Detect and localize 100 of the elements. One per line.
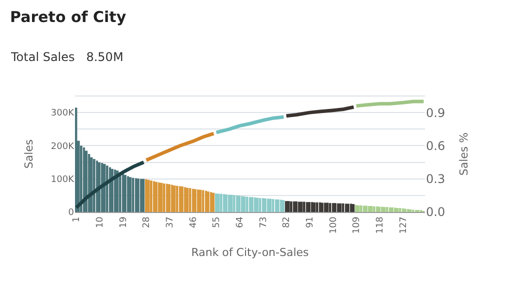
bar <box>259 198 262 212</box>
bar <box>363 206 365 212</box>
bar <box>181 186 184 212</box>
bar <box>280 200 282 212</box>
y-tick-label: 300K <box>50 108 76 119</box>
bar <box>300 202 303 212</box>
bar <box>243 196 246 212</box>
bar <box>192 188 194 212</box>
bar <box>217 194 220 212</box>
bar <box>111 168 114 212</box>
line-series <box>144 132 216 162</box>
bar <box>386 207 388 212</box>
bar <box>262 198 264 212</box>
x-tick-label: 1 <box>72 216 82 222</box>
bar <box>360 205 362 212</box>
bar <box>383 207 386 212</box>
bar <box>246 196 248 212</box>
y-tick-label: 100K <box>50 175 76 186</box>
bar <box>321 202 324 212</box>
bar <box>254 197 256 212</box>
bar <box>199 190 202 212</box>
bar <box>225 194 228 212</box>
chart-subtitle: Total Sales 8.50M <box>10 50 124 64</box>
bar <box>137 178 140 212</box>
y2-tick-label: 0.6 <box>426 138 446 153</box>
line-series <box>284 105 356 118</box>
bar <box>129 177 132 212</box>
bar <box>389 207 391 212</box>
bar <box>373 206 376 212</box>
y2-axis-title: Sales % <box>457 132 470 176</box>
x-tick-label: 91 <box>306 216 316 228</box>
x-tick-label: 73 <box>258 216 269 228</box>
bar <box>311 202 314 212</box>
bar <box>173 185 176 212</box>
bar <box>150 180 152 212</box>
bar <box>391 207 394 212</box>
bar <box>168 184 171 212</box>
bar <box>256 198 259 212</box>
y-tick-label: 200K <box>50 142 76 152</box>
bar <box>155 182 158 212</box>
bar <box>326 202 329 212</box>
bar <box>355 205 358 212</box>
bar <box>319 202 321 212</box>
bar <box>140 178 142 212</box>
bar <box>285 201 288 212</box>
bar <box>287 201 290 212</box>
bar <box>197 189 200 212</box>
bar <box>404 208 406 212</box>
y-axis-title: Sales <box>22 139 36 169</box>
bar <box>212 192 215 212</box>
x-tick-label: 19 <box>118 216 129 228</box>
bar <box>407 209 410 212</box>
bar <box>269 198 272 212</box>
bar <box>153 181 155 212</box>
bar <box>267 198 270 212</box>
bar <box>238 196 241 212</box>
bar <box>186 188 189 212</box>
bar <box>332 203 334 212</box>
bar <box>96 160 98 212</box>
bar <box>339 203 342 212</box>
bar <box>127 176 130 212</box>
bar <box>228 194 230 212</box>
bar <box>163 184 166 212</box>
bar <box>241 196 244 212</box>
bar <box>282 200 285 212</box>
bar <box>337 203 340 212</box>
bar <box>368 206 370 212</box>
bar <box>166 184 168 212</box>
bar <box>215 193 218 212</box>
y2-tick-label: 0.3 <box>426 172 446 186</box>
bar <box>230 194 233 212</box>
x-tick-label: 28 <box>142 216 152 228</box>
bar <box>295 201 298 212</box>
bar <box>394 208 396 212</box>
x-tick-label: 37 <box>166 216 176 228</box>
bar <box>223 194 225 212</box>
x-tick-label: 100 <box>328 216 339 234</box>
bar <box>264 198 266 212</box>
bar <box>145 179 148 212</box>
bar <box>402 208 404 212</box>
bar <box>275 199 277 212</box>
bar <box>329 203 332 212</box>
bar <box>85 150 88 212</box>
bar <box>370 206 373 212</box>
y-tick-label: 0 <box>68 208 74 218</box>
bar <box>220 194 222 212</box>
bar <box>308 202 311 212</box>
bar <box>334 203 336 212</box>
bar <box>365 206 368 212</box>
bar <box>184 187 186 212</box>
bar <box>122 174 124 212</box>
bar <box>119 172 122 212</box>
bar <box>210 192 212 212</box>
bar <box>303 202 306 212</box>
bar <box>347 204 350 212</box>
bar <box>316 202 318 212</box>
bar <box>135 178 137 212</box>
bar <box>293 201 295 212</box>
bar <box>290 201 292 212</box>
bar <box>396 208 399 212</box>
